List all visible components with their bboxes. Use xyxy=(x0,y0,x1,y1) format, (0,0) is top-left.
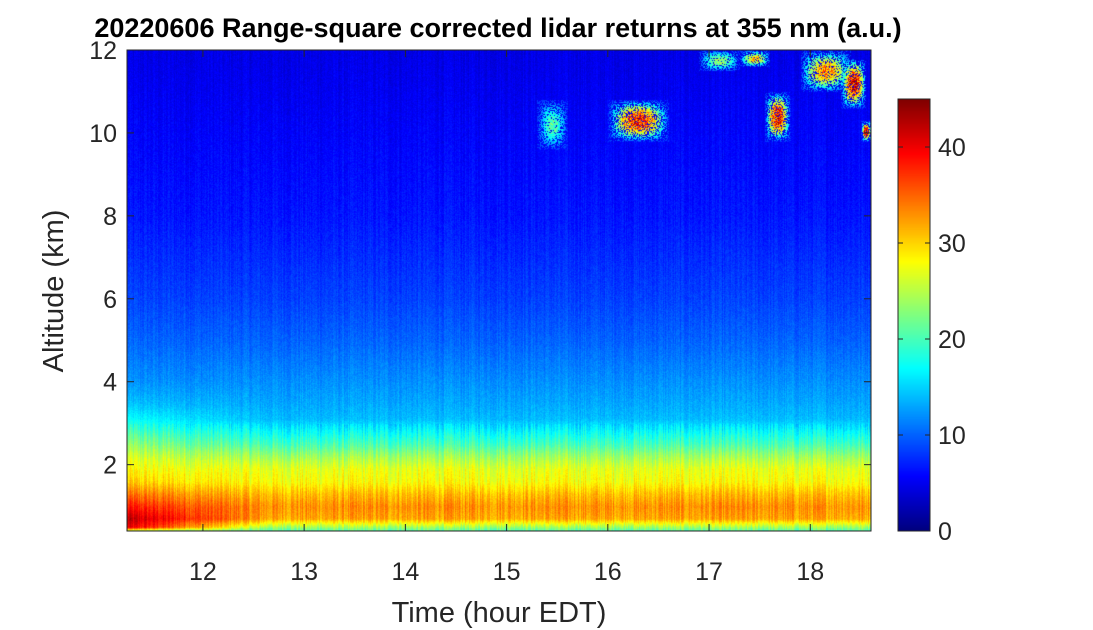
x-axis-label: Time (hour EDT) xyxy=(392,597,607,629)
colorbar-frame xyxy=(897,98,931,532)
x-tick-label: 18 xyxy=(796,558,824,586)
plot-frame xyxy=(126,49,872,532)
y-axis: 2 4 6 8 10 12 xyxy=(89,37,871,480)
colorbar-tick-label: 0 xyxy=(938,518,952,546)
colorbar-gradient xyxy=(898,99,930,531)
y-tick-label: 2 xyxy=(103,452,117,480)
chart-title: 20220606 Range-square corrected lidar re… xyxy=(94,13,901,43)
x-axis: 12 13 14 15 16 17 18 xyxy=(189,50,824,586)
colorbar: 0 10 20 30 40 xyxy=(897,98,966,546)
y-tick-label: 10 xyxy=(89,120,117,148)
y-tick-label: 4 xyxy=(103,369,117,397)
colorbar-tick-label: 30 xyxy=(938,230,966,258)
colorbar-ticks: 0 10 20 30 40 xyxy=(898,134,966,546)
colorbar-tick-label: 10 xyxy=(938,422,966,450)
x-tick-label: 12 xyxy=(189,558,217,586)
y-tick-label: 6 xyxy=(103,286,117,314)
colorbar-tick-label: 40 xyxy=(938,134,966,162)
y-tick-label: 12 xyxy=(89,37,117,65)
y-axis-label: Altitude (km) xyxy=(38,210,70,373)
x-tick-label: 14 xyxy=(391,558,419,586)
y-tick-label: 8 xyxy=(103,203,117,231)
x-tick-label: 13 xyxy=(290,558,318,586)
x-tick-label: 15 xyxy=(493,558,521,586)
plot-area xyxy=(126,49,872,532)
x-tick-label: 16 xyxy=(594,558,622,586)
colorbar-tick-label: 20 xyxy=(938,326,966,354)
x-tick-label: 17 xyxy=(695,558,723,586)
heatmap-image xyxy=(127,50,871,531)
